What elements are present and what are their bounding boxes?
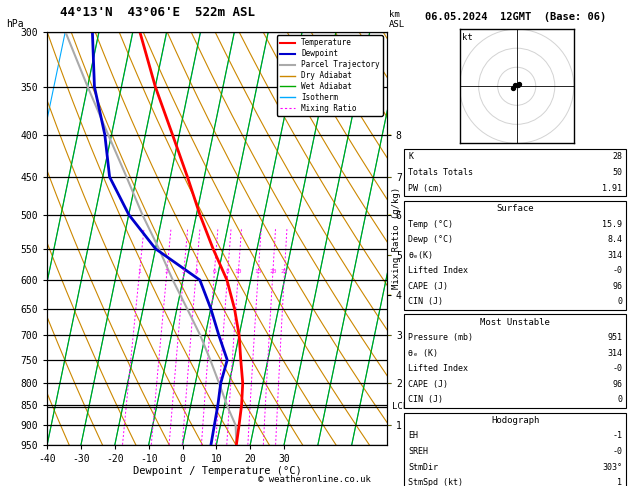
Text: –: – [387, 380, 391, 386]
Text: –: – [387, 422, 391, 428]
Text: 96: 96 [612, 380, 622, 389]
Text: –: – [387, 332, 391, 338]
Text: θₑ (K): θₑ (K) [408, 349, 438, 358]
Text: 1.91: 1.91 [602, 184, 622, 192]
Text: StmDir: StmDir [408, 463, 438, 471]
Text: hPa: hPa [6, 19, 24, 29]
Text: CIN (J): CIN (J) [408, 396, 443, 404]
Text: 15: 15 [255, 269, 262, 274]
Point [513, 81, 523, 88]
Text: © weatheronline.co.uk: © weatheronline.co.uk [258, 474, 371, 484]
Text: 1: 1 [617, 478, 622, 486]
Text: Temp (°C): Temp (°C) [408, 220, 454, 228]
Text: 15.9: 15.9 [602, 220, 622, 228]
Text: 10: 10 [235, 269, 242, 274]
Text: 20: 20 [269, 269, 277, 274]
Text: 8.4: 8.4 [607, 235, 622, 244]
Text: 8: 8 [226, 269, 230, 274]
Text: CAPE (J): CAPE (J) [408, 380, 448, 389]
Text: Surface: Surface [496, 204, 534, 213]
Text: 28: 28 [612, 153, 622, 161]
Text: θₑ(K): θₑ(K) [408, 251, 433, 260]
Text: 44°13'N  43°06'E  522m ASL: 44°13'N 43°06'E 522m ASL [60, 6, 255, 19]
Text: –: – [387, 252, 391, 258]
Text: LCL: LCL [392, 402, 408, 412]
Text: 3: 3 [182, 269, 186, 274]
Legend: Temperature, Dewpoint, Parcel Trajectory, Dry Adiabat, Wet Adiabat, Isotherm, Mi: Temperature, Dewpoint, Parcel Trajectory… [277, 35, 383, 116]
Text: Lifted Index: Lifted Index [408, 266, 468, 275]
Text: –: – [387, 292, 391, 297]
Text: Hodograph: Hodograph [491, 416, 539, 425]
Text: CIN (J): CIN (J) [408, 297, 443, 306]
Text: Mixing Ratio (g/kg): Mixing Ratio (g/kg) [392, 187, 401, 289]
Text: Totals Totals: Totals Totals [408, 168, 473, 177]
Text: StmSpd (kt): StmSpd (kt) [408, 478, 463, 486]
Text: CAPE (J): CAPE (J) [408, 282, 448, 291]
Text: kt: kt [462, 33, 472, 42]
Text: 2: 2 [165, 269, 169, 274]
Text: Most Unstable: Most Unstable [480, 318, 550, 327]
Text: -0: -0 [612, 266, 622, 275]
Text: 0: 0 [617, 396, 622, 404]
Text: 25: 25 [281, 269, 288, 274]
Point [509, 82, 520, 89]
Point [508, 84, 518, 92]
Text: 1: 1 [138, 269, 142, 274]
X-axis label: Dewpoint / Temperature (°C): Dewpoint / Temperature (°C) [133, 467, 301, 476]
Text: K: K [408, 153, 413, 161]
Text: Lifted Index: Lifted Index [408, 364, 468, 373]
Text: km
ASL: km ASL [389, 10, 405, 29]
Text: –: – [387, 132, 391, 138]
Text: 951: 951 [607, 333, 622, 342]
Text: PW (cm): PW (cm) [408, 184, 443, 192]
Text: 06.05.2024  12GMT  (Base: 06): 06.05.2024 12GMT (Base: 06) [425, 12, 606, 22]
Text: -0: -0 [612, 447, 622, 456]
Text: 303°: 303° [602, 463, 622, 471]
Text: –: – [387, 212, 391, 218]
Text: 6: 6 [213, 269, 216, 274]
Text: –: – [387, 174, 391, 180]
Text: 314: 314 [607, 349, 622, 358]
Text: SREH: SREH [408, 447, 428, 456]
Text: 96: 96 [612, 282, 622, 291]
Text: 50: 50 [612, 168, 622, 177]
Text: -0: -0 [612, 364, 622, 373]
Text: 314: 314 [607, 251, 622, 260]
Text: Dewp (°C): Dewp (°C) [408, 235, 454, 244]
Text: Pressure (mb): Pressure (mb) [408, 333, 473, 342]
Text: EH: EH [408, 432, 418, 440]
Point [514, 81, 524, 88]
Text: 0: 0 [617, 297, 622, 306]
Text: -1: -1 [612, 432, 622, 440]
Text: 4: 4 [194, 269, 198, 274]
